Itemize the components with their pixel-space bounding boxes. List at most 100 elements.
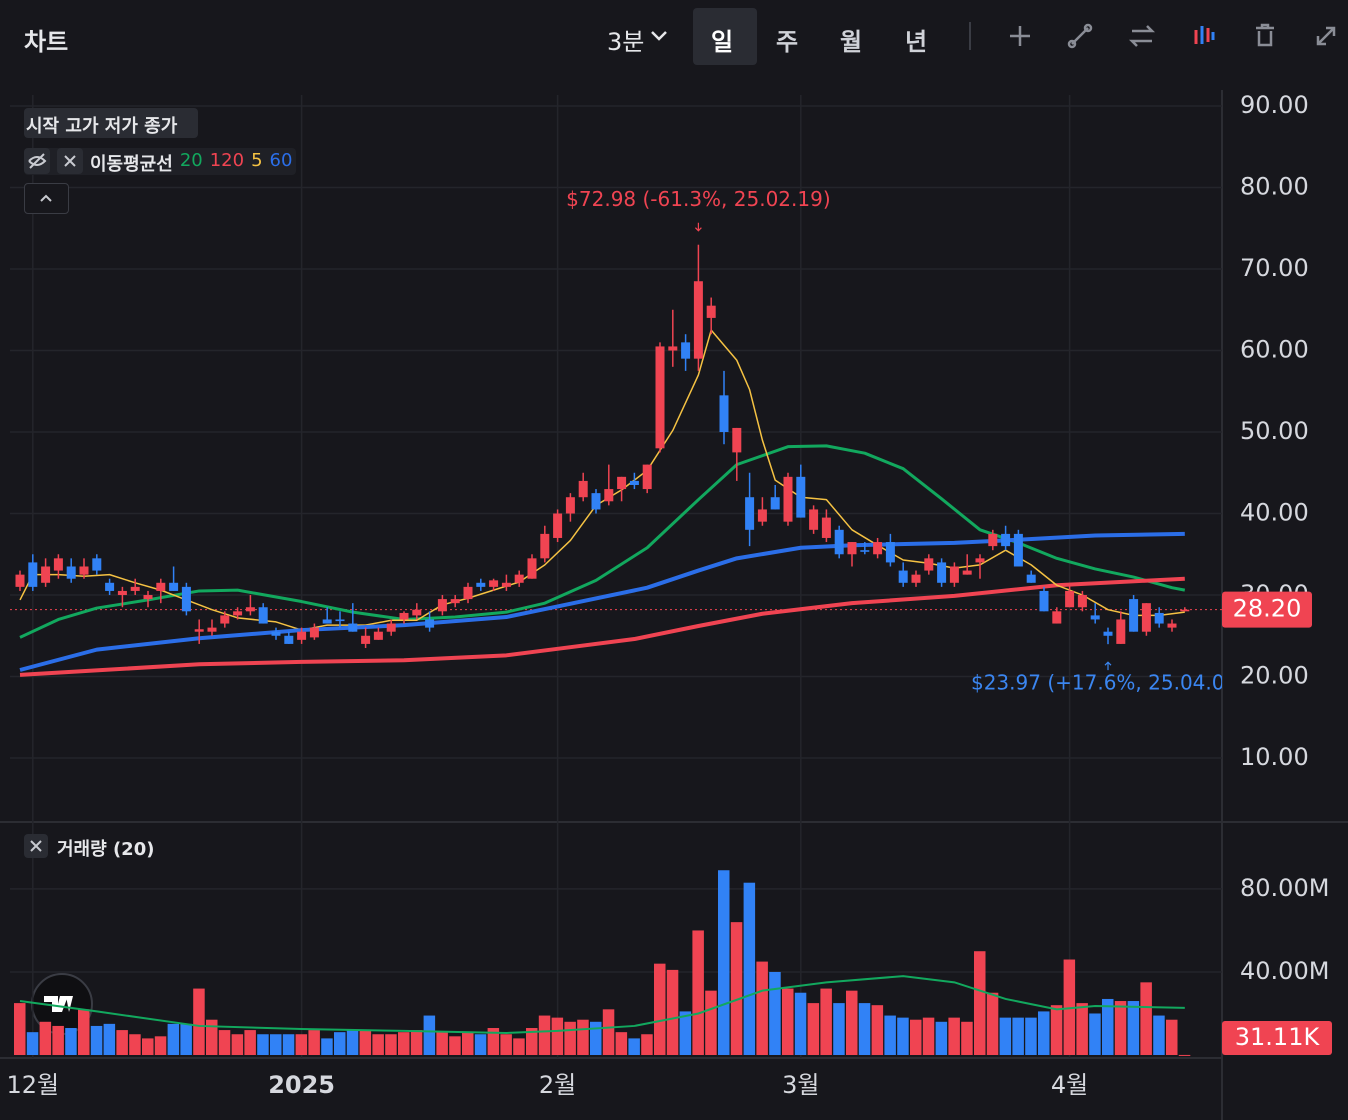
candle-body (41, 566, 51, 583)
candle-body (361, 635, 371, 644)
annotation: $72.98 (-61.3%, 25.02.19) (566, 187, 831, 232)
add-icon[interactable] (1010, 26, 1030, 46)
candle-body (885, 542, 895, 563)
ohlc-legend: 시작 고가 저가 종가 (26, 116, 178, 137)
volume-bar (1153, 1015, 1165, 1055)
period-tab[interactable]: 월 (840, 28, 863, 56)
y-tick-label: 60.00 (1240, 336, 1309, 364)
candle-body (399, 612, 409, 620)
annotation-arrow (694, 222, 702, 232)
volume-bar (590, 1021, 602, 1055)
volume-bar (334, 1032, 346, 1055)
hide-button[interactable] (24, 148, 50, 174)
volume-bar (1166, 1019, 1178, 1055)
ma-legend-item: 120 (209, 150, 245, 171)
volume-bar (705, 990, 717, 1055)
candle-body (655, 346, 665, 449)
x-tick-label: 3월 (782, 1071, 819, 1099)
candle-body (911, 574, 921, 583)
candle-body (501, 582, 511, 587)
fullscreen-icon[interactable] (1316, 26, 1336, 46)
volume-bar (1038, 1011, 1050, 1055)
y-tick-label: 40.00 (1240, 499, 1309, 527)
volume-bar (129, 1034, 141, 1055)
volume-bar (1178, 1054, 1191, 1056)
y-tick-label: 70.00 (1240, 254, 1309, 282)
candle-body (681, 342, 691, 359)
interval-select[interactable]: 3분 (607, 28, 645, 56)
candle-icon[interactable] (1194, 26, 1215, 44)
candle-body (309, 627, 319, 638)
volume-ma-line (19, 975, 1185, 1035)
last-volume-label: 31.11K (1235, 1023, 1321, 1051)
period-tab[interactable]: 년 (905, 28, 928, 56)
candle-body (476, 582, 486, 587)
draw-icon-dot (1083, 23, 1093, 33)
volume-bar (308, 1030, 320, 1055)
candle-body (1116, 619, 1126, 644)
candle-body (117, 590, 127, 596)
x-tick-label: 4월 (1051, 1071, 1088, 1099)
volume-bar (385, 1034, 397, 1055)
volume-bar (730, 922, 743, 1055)
candle-body (1077, 595, 1087, 608)
period-tab[interactable]: 주 (776, 28, 799, 56)
candle-body (194, 629, 204, 632)
volume-bar (474, 1034, 487, 1055)
period-tab[interactable]: 일 (711, 28, 734, 56)
close-button[interactable] (57, 148, 83, 174)
candle-body (1103, 631, 1113, 636)
volume-bar (321, 1038, 333, 1055)
candle-body (796, 476, 806, 518)
candle-body (15, 574, 25, 587)
candle-body (1180, 609, 1190, 612)
candle-body (1039, 590, 1049, 612)
moving-average-line (19, 444, 1186, 639)
candle-body (821, 517, 831, 538)
volume-bar (1012, 1017, 1024, 1055)
candle-body (92, 558, 102, 571)
volume-bar (26, 1032, 39, 1055)
candle-body (553, 513, 563, 538)
delete-icon[interactable] (1256, 23, 1274, 47)
volume-bar (922, 1017, 935, 1055)
dropdown-chevron[interactable] (651, 31, 667, 41)
ma-legend-item: 60 (269, 150, 293, 171)
volume-bar (295, 1034, 308, 1055)
candle-body (975, 558, 985, 563)
candle-body (437, 599, 447, 612)
volume-bar (52, 1025, 64, 1055)
volume-bar (487, 1028, 500, 1055)
x-tick-label: 12월 (6, 1071, 59, 1099)
candle-body (1167, 623, 1177, 628)
grid (10, 95, 1222, 1058)
candle-body (629, 480, 639, 485)
hide-icon (28, 153, 47, 169)
annotation-label: $72.98 (-61.3%, 25.02.19) (566, 187, 830, 211)
y-tick-label: 80.00M (1240, 874, 1329, 902)
volume-bar (935, 1021, 948, 1055)
volume-bar (769, 971, 781, 1055)
volume-bar (986, 992, 999, 1055)
volume-bar (564, 1021, 576, 1055)
candle-body (693, 281, 703, 359)
collapse-button[interactable] (24, 183, 69, 214)
volume-bar (1114, 1001, 1127, 1055)
candle-body (1090, 615, 1100, 620)
volume-close-button[interactable] (24, 834, 48, 858)
volume-bar (654, 963, 666, 1055)
logo (31, 973, 93, 1035)
volume-bar (257, 1034, 269, 1055)
volume-bar (974, 951, 986, 1055)
volume-bar (538, 1015, 551, 1055)
candle-body (809, 509, 819, 530)
volume-bar (346, 1030, 359, 1055)
volume-bar (500, 1034, 512, 1055)
candle-body (66, 566, 76, 579)
compare-icon[interactable] (1128, 25, 1156, 47)
volume-bar (65, 1028, 77, 1055)
volume-bar (1025, 1017, 1037, 1055)
page-title: 차트 (24, 28, 69, 56)
candle-body (706, 305, 716, 318)
